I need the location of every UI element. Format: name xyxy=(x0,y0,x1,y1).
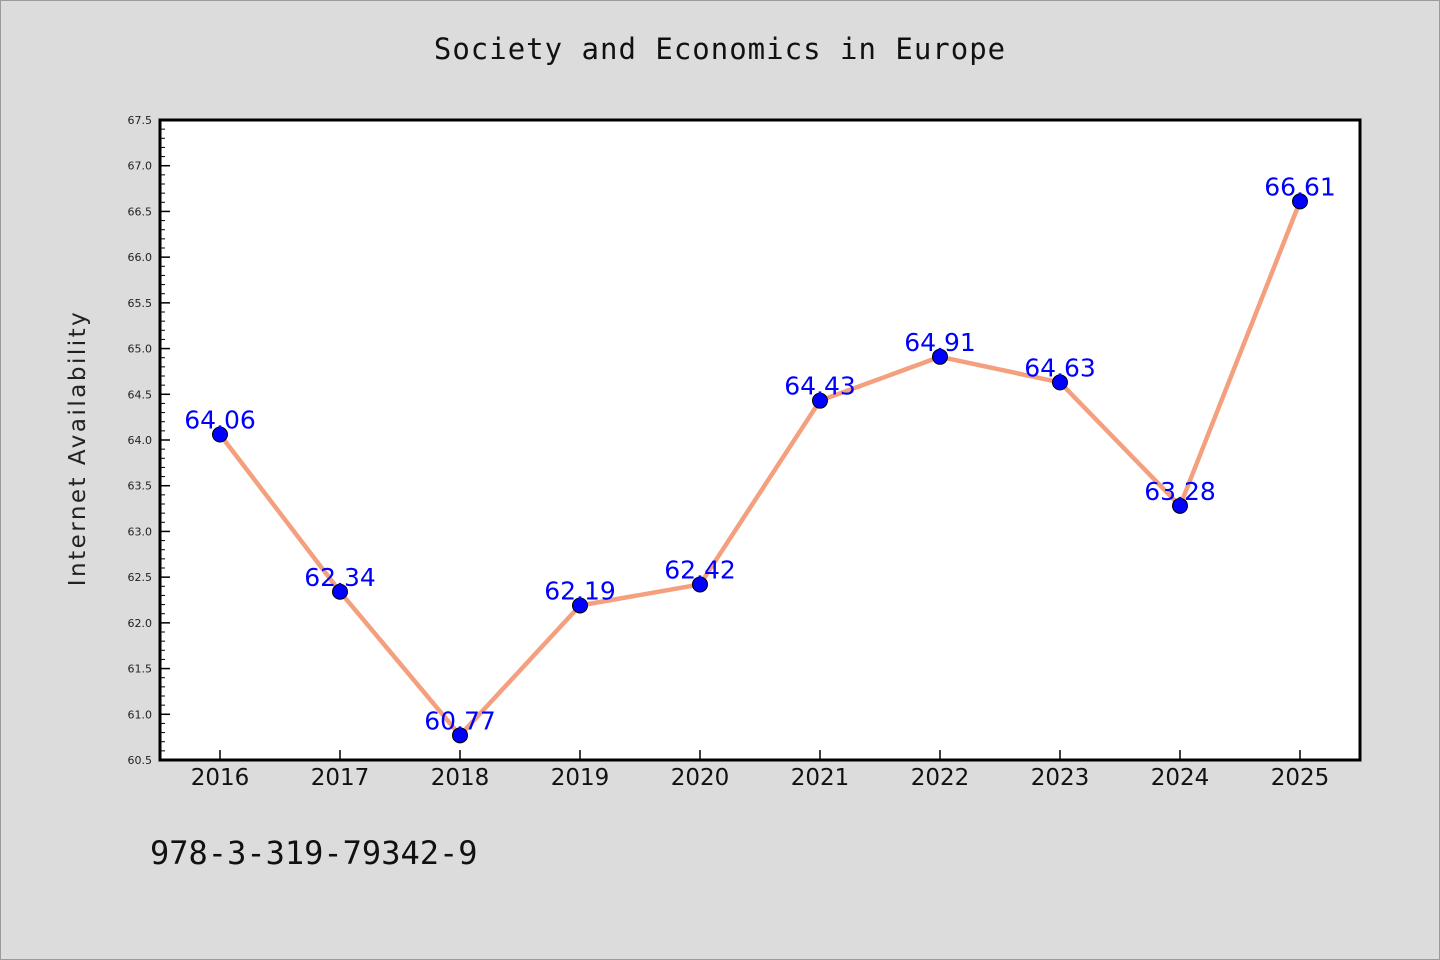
x-tick-label: 2025 xyxy=(1271,765,1330,791)
data-point xyxy=(452,727,468,744)
data-label: 64.63 xyxy=(1024,353,1096,382)
y-tick-label: 67.0 xyxy=(128,160,153,173)
y-tick-label: 64.5 xyxy=(128,388,153,401)
plot-border xyxy=(158,118,1362,762)
data-point xyxy=(212,426,228,443)
y-tick-label: 66.0 xyxy=(128,251,153,264)
data-labels: 64.06 62.34 60.77 62.19 62.42 64.43 64.91 64.63… xyxy=(184,172,1336,735)
chart-title: Society and Economics in Europe xyxy=(433,32,1007,66)
data-label: 64.91 xyxy=(904,328,976,357)
data-point xyxy=(332,583,348,600)
y-tick-label: 65.0 xyxy=(128,343,153,356)
y-tick-label: 63.0 xyxy=(128,525,153,538)
data-point xyxy=(1292,193,1308,210)
x-tick-label: 2020 xyxy=(671,765,730,791)
data-label: 62.19 xyxy=(544,576,616,605)
x-tick-label: 2018 xyxy=(431,765,490,791)
x-tick-label: 2023 xyxy=(1031,765,1090,791)
x-axis: 2016 2017 2018 2019 2020 2021 2022 2023 2024 2025 xyxy=(191,750,1330,791)
x-tick-label: 2024 xyxy=(1151,765,1210,791)
y-tick-label: 63.5 xyxy=(128,480,153,493)
y-tick-label: 67.5 xyxy=(128,114,153,127)
data-label: 62.34 xyxy=(304,563,376,592)
data-label: 62.42 xyxy=(664,555,736,584)
plot-area xyxy=(160,120,1360,760)
data-label: 60.77 xyxy=(424,706,496,735)
data-point xyxy=(572,597,588,614)
x-tick-label: 2017 xyxy=(311,765,370,791)
data-point xyxy=(1172,497,1188,514)
series-line xyxy=(218,200,1303,738)
y-tick-label: 65.5 xyxy=(128,297,153,310)
y-tick-label: 60.5 xyxy=(128,754,153,767)
data-point xyxy=(1052,374,1068,391)
data-point xyxy=(812,392,828,409)
x-tick-label: 2022 xyxy=(911,765,970,791)
data-label: 66.61 xyxy=(1264,172,1336,201)
y-tick-label: 62.5 xyxy=(128,571,153,584)
x-tick-label: 2016 xyxy=(191,765,250,791)
series-markers xyxy=(212,193,1308,744)
y-tick-label: 66.5 xyxy=(128,205,153,218)
footnote-isbn: 978-3-319-79342-9 xyxy=(150,834,478,872)
data-label: 64.06 xyxy=(184,406,256,435)
y-axis: 60.5 61.0 61.5 62.0 62.5 63.0 63.5 64.0 64.5 65.0… xyxy=(128,114,170,767)
data-label: 63.28 xyxy=(1144,477,1216,506)
data-label: 64.43 xyxy=(784,372,856,401)
x-tick-label: 2021 xyxy=(791,765,850,791)
x-tick-label: 2019 xyxy=(551,765,610,791)
y-tick-label: 62.0 xyxy=(128,617,153,630)
data-point xyxy=(692,576,708,593)
data-point xyxy=(932,348,948,365)
y-tick-label: 61.0 xyxy=(128,708,153,721)
y-tick-label: 64.0 xyxy=(128,434,153,447)
y-tick-label: 61.5 xyxy=(128,663,153,676)
